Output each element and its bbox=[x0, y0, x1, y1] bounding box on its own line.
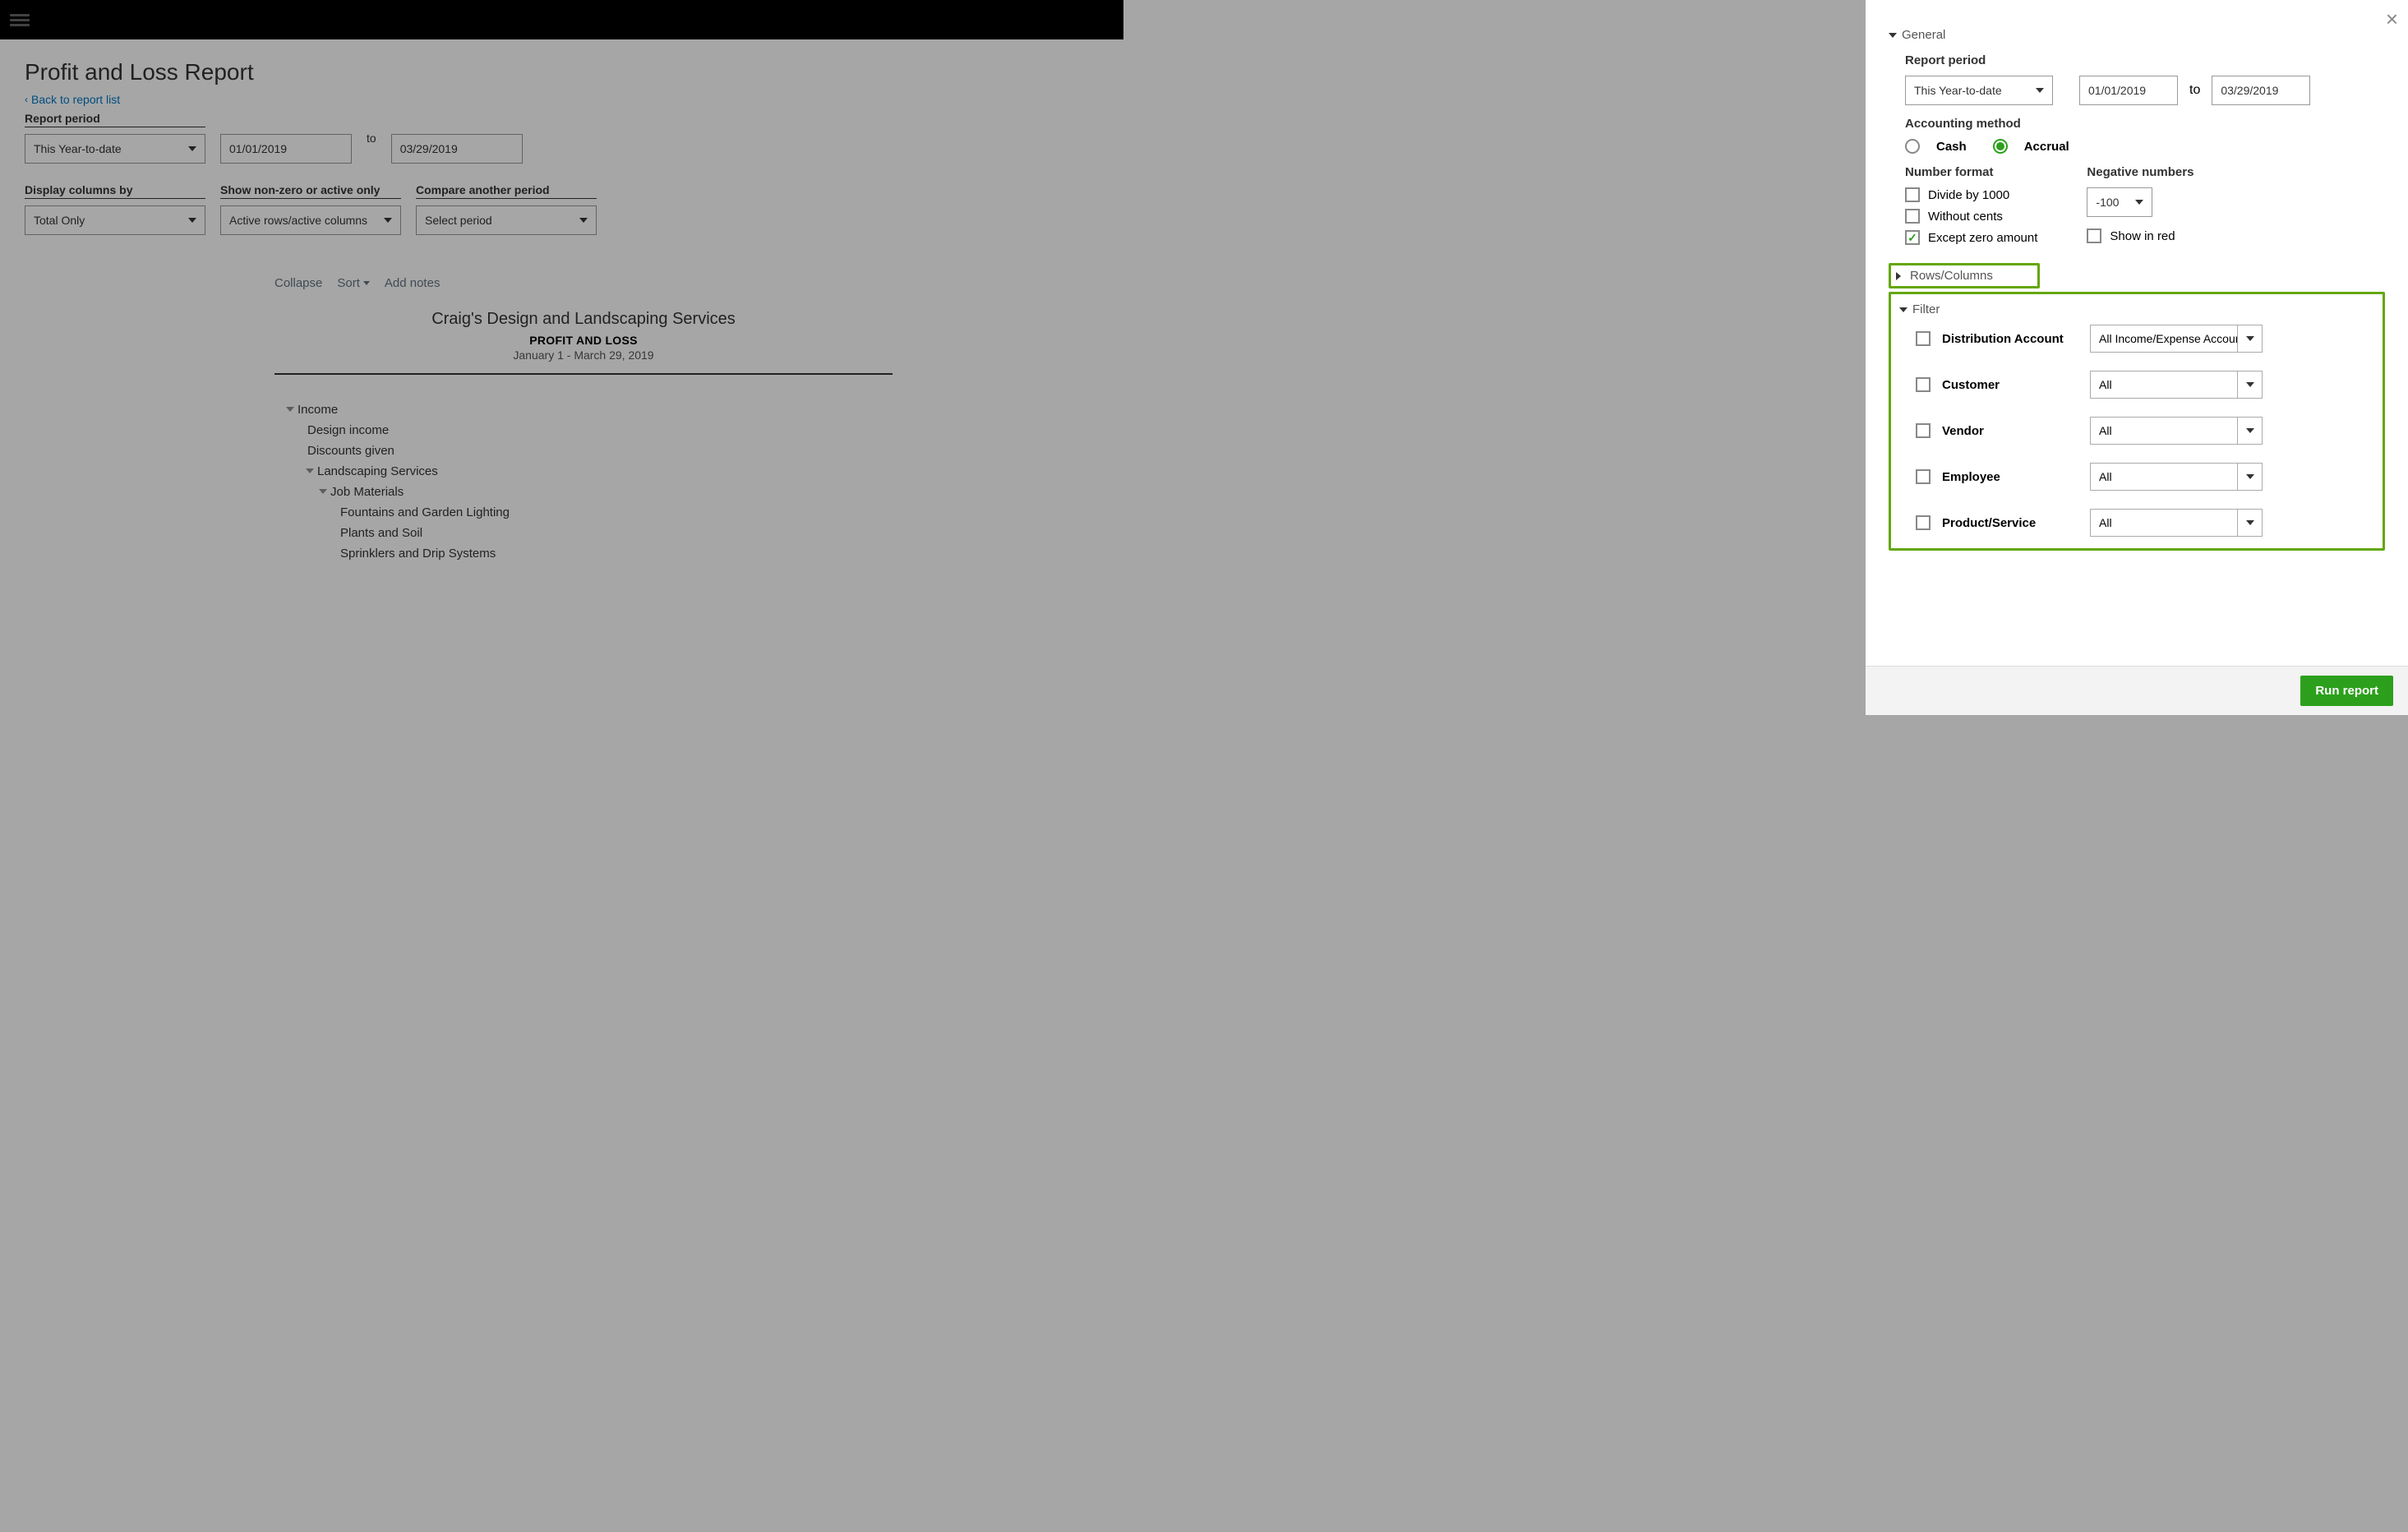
cb-divide-1000[interactable] bbox=[1905, 187, 1920, 202]
filter-checkbox[interactable] bbox=[1916, 377, 1931, 392]
filter-select[interactable]: All Income/Expense Accounts bbox=[2090, 325, 2263, 353]
run-report-button[interactable]: Run report bbox=[2300, 676, 2393, 706]
filter-checkbox[interactable] bbox=[1916, 423, 1931, 438]
section-general-label: General bbox=[1902, 28, 1945, 42]
cb-show-red-label: Show in red bbox=[2110, 229, 2175, 243]
filter-select[interactable]: All bbox=[2090, 463, 2263, 491]
customize-panel: × General Report period This Year-to-dat… bbox=[1866, 0, 2408, 715]
radio-cash-label: Cash bbox=[1936, 140, 1967, 154]
panel-period-select[interactable]: This Year-to-date bbox=[1905, 76, 2053, 105]
filter-label: Product/Service bbox=[1942, 516, 2082, 530]
filter-select[interactable]: All bbox=[2090, 371, 2263, 399]
filter-checkbox[interactable] bbox=[1916, 331, 1931, 346]
panel-period-label: Report period bbox=[1905, 53, 2385, 67]
section-filter-label: Filter bbox=[1912, 302, 1940, 316]
cb-except-zero[interactable] bbox=[1905, 230, 1920, 245]
negative-numbers-label: Negative numbers bbox=[2087, 165, 2193, 179]
cb-divide-1000-label: Divide by 1000 bbox=[1928, 188, 2009, 202]
filter-select[interactable]: All bbox=[2090, 509, 2263, 537]
cb-except-zero-label: Except zero amount bbox=[1928, 231, 2037, 245]
section-general-toggle[interactable]: General bbox=[1889, 28, 2385, 42]
filter-checkbox[interactable] bbox=[1916, 469, 1931, 484]
panel-date-to[interactable]: 03/29/2019 bbox=[2212, 76, 2310, 105]
section-filter-toggle[interactable]: Filter bbox=[1899, 302, 2374, 316]
filter-label: Employee bbox=[1942, 470, 2082, 484]
close-icon[interactable]: × bbox=[2386, 7, 2398, 32]
panel-to-label: to bbox=[2189, 83, 2200, 98]
number-format-label: Number format bbox=[1905, 165, 2037, 179]
radio-accrual-label: Accrual bbox=[2024, 140, 2069, 154]
radio-cash[interactable] bbox=[1905, 139, 1920, 154]
cb-show-red[interactable] bbox=[2087, 228, 2101, 243]
section-rows-toggle[interactable]: Rows/Columns bbox=[1891, 265, 2037, 286]
filter-highlight: Filter Distribution Account All Income/Ex… bbox=[1889, 292, 2385, 551]
cb-without-cents-label: Without cents bbox=[1928, 210, 2003, 224]
rows-columns-highlight: Rows/Columns bbox=[1889, 263, 2040, 288]
radio-accrual[interactable] bbox=[1993, 139, 2008, 154]
filter-checkbox[interactable] bbox=[1916, 515, 1931, 530]
section-rows-label: Rows/Columns bbox=[1910, 269, 1993, 283]
accounting-method-label: Accounting method bbox=[1905, 117, 2385, 131]
cb-without-cents[interactable] bbox=[1905, 209, 1920, 224]
panel-date-from[interactable]: 01/01/2019 bbox=[2079, 76, 2178, 105]
negative-numbers-select[interactable]: -100 bbox=[2087, 187, 2152, 217]
filter-label: Vendor bbox=[1942, 424, 2082, 438]
filter-label: Distribution Account bbox=[1942, 332, 2082, 346]
filter-select[interactable]: All bbox=[2090, 417, 2263, 445]
filter-label: Customer bbox=[1942, 378, 2082, 392]
